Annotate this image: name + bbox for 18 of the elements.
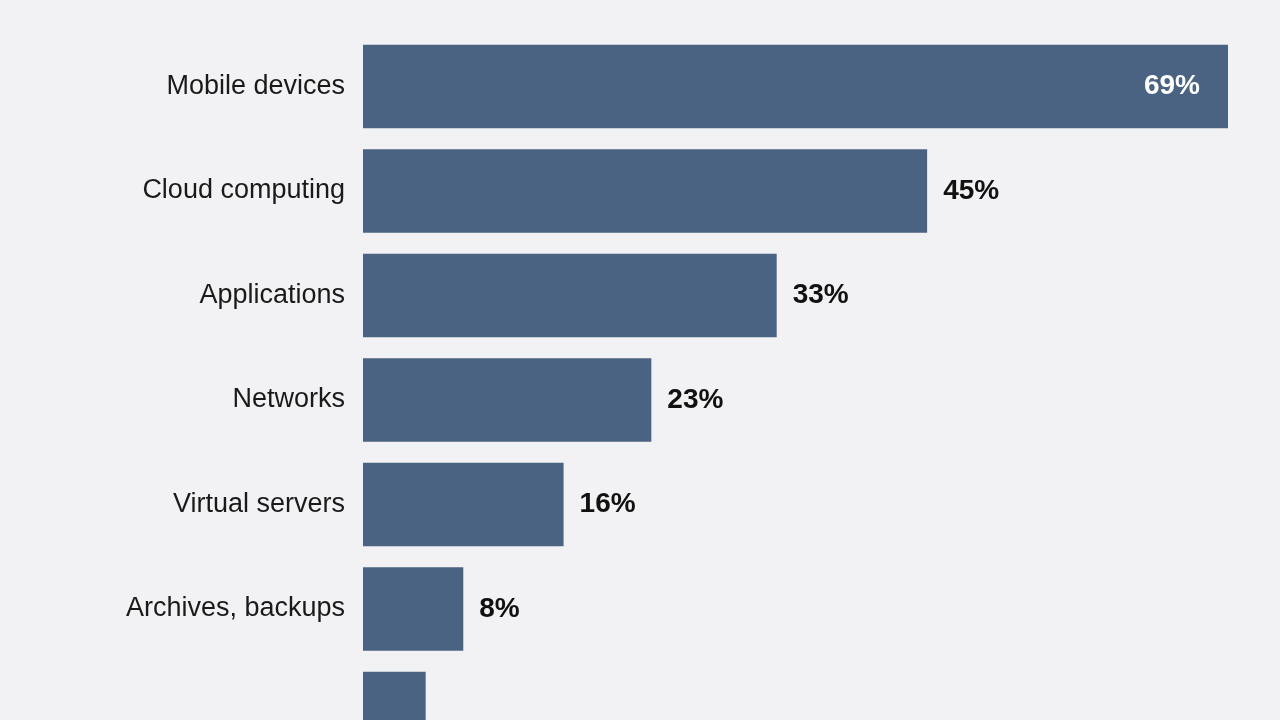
- bar: [363, 44, 1228, 129]
- bar: [363, 462, 564, 547]
- y-tick-label: Archives, backups: [125, 592, 345, 623]
- y-tick-label: Cloud computing: [142, 174, 345, 205]
- data-label: 45%: [943, 173, 1000, 205]
- data-label: 23%: [667, 382, 724, 414]
- bar: [363, 358, 652, 442]
- bar: [363, 567, 464, 651]
- data-label: 16%: [579, 487, 636, 519]
- data-label: 8%: [479, 591, 520, 623]
- data-label: 33%: [792, 278, 849, 310]
- y-tick-label: Applications: [199, 278, 345, 309]
- y-tick-label: Mobile devices: [166, 69, 345, 100]
- data-label: 69%: [1143, 69, 1201, 101]
- bar: [363, 253, 777, 338]
- y-tick-label: Virtual servers: [172, 487, 345, 518]
- bar: [363, 149, 928, 233]
- y-tick-label: Networks: [232, 383, 345, 414]
